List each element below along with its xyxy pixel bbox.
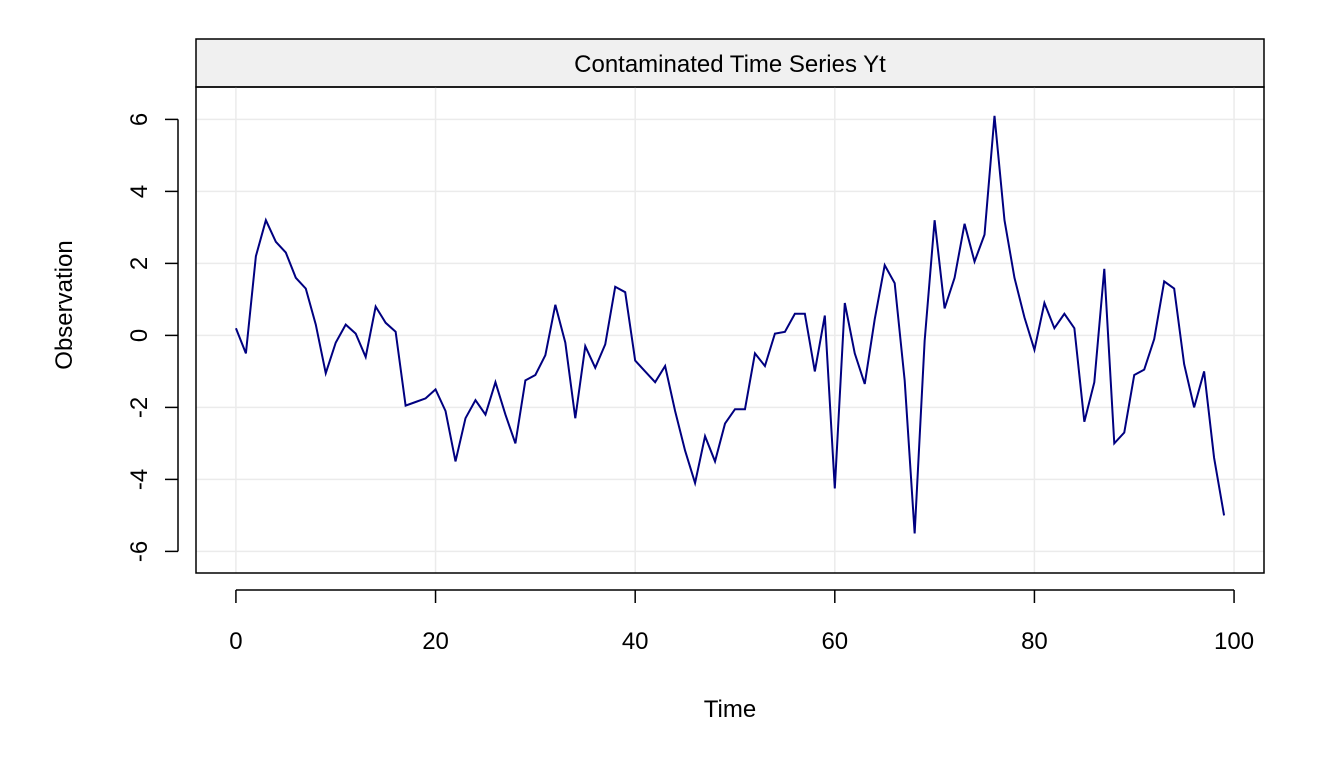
x-tick-label: 40 (622, 628, 649, 655)
series-layer (235, 115, 1226, 534)
x-tick-label: 100 (1214, 628, 1254, 655)
y-axis: -6 -4 -2 0 2 4 6 (126, 113, 179, 562)
y-tick-label: -4 (126, 469, 153, 490)
y-tick-label: -6 (126, 541, 153, 562)
x-tick-label: 60 (821, 628, 848, 655)
y-tick-label: 2 (126, 257, 153, 270)
chart-title: Contaminated Time Series Yt (574, 51, 886, 78)
y-tick-label: -2 (126, 397, 153, 418)
grid-lines (196, 87, 1264, 573)
y-tick-label: 6 (126, 113, 153, 126)
x-tick-label: 20 (422, 628, 449, 655)
x-axis: 0 20 40 60 80 100 (229, 589, 1254, 655)
y-axis-title: Observation (51, 240, 78, 369)
y-tick-label: 4 (126, 185, 153, 198)
x-tick-label: 80 (1021, 628, 1048, 655)
x-axis-title: Time (704, 696, 756, 723)
y-tick-label: 0 (126, 329, 153, 342)
series-line (235, 115, 1226, 534)
x-tick-label: 0 (229, 628, 242, 655)
strip-header (195, 38, 1265, 88)
plot-panel-frame (195, 86, 1265, 574)
